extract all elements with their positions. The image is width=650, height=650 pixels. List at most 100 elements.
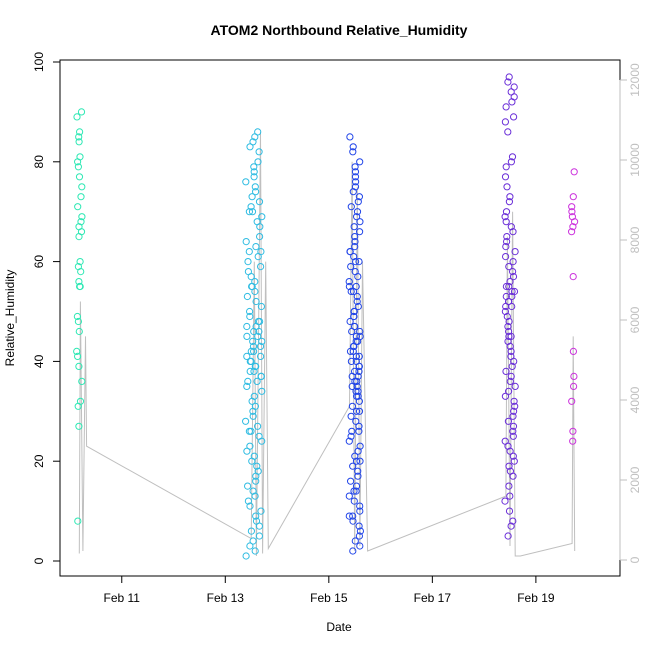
data-point	[242, 552, 250, 560]
data-point	[345, 278, 353, 286]
data-point	[569, 347, 578, 355]
plot-frame	[59, 59, 621, 577]
data-point	[251, 183, 259, 191]
data-point	[355, 397, 363, 405]
data-point	[354, 302, 362, 311]
data-point	[501, 213, 509, 221]
data-point	[502, 163, 510, 171]
data-point	[353, 292, 361, 301]
data-point	[507, 158, 515, 166]
data-point	[247, 527, 255, 535]
data-point	[245, 208, 253, 216]
data-point	[249, 412, 257, 420]
data-point	[508, 362, 516, 370]
data-point	[73, 312, 82, 321]
data-point	[509, 407, 518, 415]
data-point	[254, 422, 262, 430]
data-point	[77, 108, 86, 116]
data-point	[245, 427, 253, 435]
data-point	[252, 188, 260, 196]
data-point	[352, 417, 360, 425]
data-point	[355, 367, 363, 375]
data-point	[504, 78, 512, 86]
data-point	[348, 402, 356, 410]
trajectory-lines	[78, 131, 576, 557]
y2-tick-label: 10000	[628, 143, 642, 177]
data-point	[347, 203, 355, 211]
data-point	[354, 387, 362, 395]
data-point	[508, 292, 516, 301]
data-point	[255, 198, 264, 206]
data-point	[511, 402, 519, 410]
y-axis: 0 20 40 60 80 100	[32, 52, 60, 564]
data-point	[252, 472, 260, 480]
data-point	[257, 302, 265, 311]
data-point	[347, 263, 355, 271]
data-point	[353, 377, 361, 385]
data-point	[354, 447, 362, 455]
data-point	[504, 322, 512, 331]
y2-tick-label: 12000	[628, 63, 642, 97]
data-point	[509, 422, 518, 430]
y2-tick-label: 0	[628, 556, 642, 563]
data-point	[505, 73, 513, 81]
data-point	[570, 372, 578, 380]
data-point	[504, 417, 512, 425]
data-point	[569, 437, 577, 445]
y-axis-label: Relative_Humidity	[3, 270, 17, 367]
data-point	[503, 183, 511, 191]
data-point	[244, 258, 252, 266]
data-point	[245, 248, 253, 256]
data-point	[509, 113, 518, 121]
data-point	[354, 472, 362, 480]
data-point	[502, 243, 510, 251]
data-point	[75, 173, 84, 181]
data-point	[258, 337, 266, 345]
data-point	[352, 487, 360, 495]
data-point	[502, 253, 510, 261]
data-point	[355, 532, 363, 540]
data-point	[509, 452, 517, 460]
data-point	[349, 517, 357, 525]
data-point	[256, 342, 265, 350]
data-point	[505, 507, 514, 515]
data-point	[346, 133, 354, 141]
data-point	[506, 342, 514, 350]
data-point	[506, 492, 514, 500]
data-point	[249, 407, 257, 415]
data-point	[252, 477, 260, 485]
data-point	[350, 312, 358, 321]
data-point	[507, 372, 515, 380]
data-point	[356, 158, 364, 166]
data-point	[244, 377, 252, 385]
data-point	[509, 517, 517, 525]
data-point	[250, 367, 258, 375]
y2-tick-label: 6000	[628, 306, 642, 333]
x-tick-label: Feb 17	[414, 591, 452, 605]
data-point	[250, 327, 258, 336]
data-point	[255, 148, 263, 156]
data-point	[349, 188, 357, 196]
data-point	[257, 507, 265, 515]
data-point	[243, 292, 251, 301]
data-point	[257, 372, 265, 380]
data-point	[75, 233, 83, 241]
data-point	[354, 467, 362, 475]
data-point	[349, 287, 358, 296]
data-point	[251, 133, 259, 141]
data-point	[351, 238, 359, 246]
data-point	[348, 427, 356, 435]
data-point	[347, 357, 355, 365]
data-point	[256, 233, 264, 241]
data-point	[250, 168, 258, 176]
data-point	[252, 243, 260, 251]
data-point	[509, 472, 517, 480]
data-point	[251, 492, 259, 500]
data-point	[502, 103, 510, 111]
data-point	[355, 522, 363, 530]
data-point	[356, 507, 364, 515]
data-point	[351, 173, 360, 181]
data-point	[243, 322, 251, 331]
data-point	[350, 487, 358, 495]
data-point	[248, 193, 256, 201]
